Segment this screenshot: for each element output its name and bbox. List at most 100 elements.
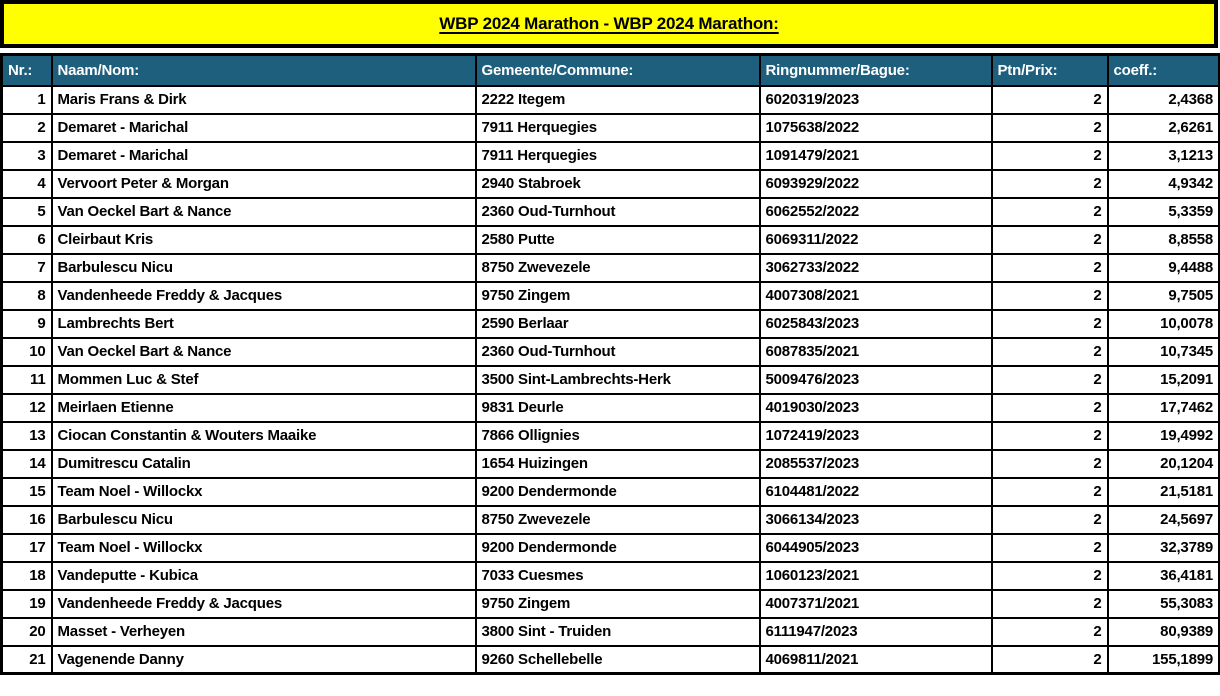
cell-nr: 18 <box>0 560 53 591</box>
column-header-ring: Ringnummer/Bague: <box>758 53 993 87</box>
cell-coeff: 24,5697 <box>1106 504 1220 535</box>
cell-ring: 6025843/2023 <box>758 308 993 339</box>
cell-commune: 3800 Sint - Truiden <box>474 616 761 647</box>
cell-points: 2 <box>990 532 1109 563</box>
table-row: 7 Barbulescu Nicu 8750 Zwevezele 3062733/20… <box>0 252 1220 283</box>
cell-coeff: 19,4992 <box>1106 420 1220 451</box>
cell-name: Van Oeckel Bart & Nance <box>50 196 477 227</box>
cell-commune: 2360 Oud-Turnhout <box>474 196 761 227</box>
cell-name: Mommen Luc & Stef <box>50 364 477 395</box>
cell-name: Demaret - Marichal <box>50 140 477 171</box>
results-table: Nr.: Naam/Nom: Gemeente/Commune: Ringnum… <box>0 53 1220 675</box>
cell-name: Team Noel - Willockx <box>50 532 477 563</box>
cell-coeff: 155,1899 <box>1106 644 1220 675</box>
cell-points: 2 <box>990 168 1109 199</box>
cell-commune: 7911 Herquegies <box>474 112 761 143</box>
cell-commune: 7911 Herquegies <box>474 140 761 171</box>
cell-points: 2 <box>990 420 1109 451</box>
page-title: WBP 2024 Marathon - WBP 2024 Marathon: <box>439 14 779 33</box>
cell-ring: 6087835/2021 <box>758 336 993 367</box>
cell-ring: 1091479/2021 <box>758 140 993 171</box>
table-row: 21 Vagenende Danny 9260 Schellebelle 406981… <box>0 644 1220 675</box>
cell-name: Meirlaen Etienne <box>50 392 477 423</box>
cell-coeff: 36,4181 <box>1106 560 1220 591</box>
cell-coeff: 10,7345 <box>1106 336 1220 367</box>
cell-commune: 2590 Berlaar <box>474 308 761 339</box>
cell-coeff: 32,3789 <box>1106 532 1220 563</box>
cell-ring: 4019030/2023 <box>758 392 993 423</box>
cell-name: Team Noel - Willockx <box>50 476 477 507</box>
table-row: 1 Maris Frans & Dirk 2222 Itegem 6020319/20… <box>0 84 1220 115</box>
table-row: 4 Vervoort Peter & Morgan 2940 Stabroek 609… <box>0 168 1220 199</box>
column-header-coeff: coeff.: <box>1106 53 1220 87</box>
cell-nr: 20 <box>0 616 53 647</box>
table-row: 16 Barbulescu Nicu 8750 Zwevezele 3066134/2… <box>0 504 1220 535</box>
cell-coeff: 8,8558 <box>1106 224 1220 255</box>
header-row: Nr.: Naam/Nom: Gemeente/Commune: Ringnum… <box>0 53 1220 87</box>
table-row: 19 Vandenheede Freddy & Jacques 9750 Zinge… <box>0 588 1220 619</box>
cell-coeff: 5,3359 <box>1106 196 1220 227</box>
cell-ring: 6062552/2022 <box>758 196 993 227</box>
cell-nr: 6 <box>0 224 53 255</box>
results-table-body: 1 Maris Frans & Dirk 2222 Itegem 6020319/20… <box>0 84 1220 675</box>
cell-ring: 1060123/2021 <box>758 560 993 591</box>
cell-nr: 3 <box>0 140 53 171</box>
cell-name: Vagenende Danny <box>50 644 477 675</box>
cell-points: 2 <box>990 336 1109 367</box>
cell-name: Lambrechts Bert <box>50 308 477 339</box>
cell-ring: 6104481/2022 <box>758 476 993 507</box>
cell-coeff: 20,1204 <box>1106 448 1220 479</box>
cell-nr: 10 <box>0 336 53 367</box>
cell-commune: 9200 Dendermonde <box>474 532 761 563</box>
table-row: 20 Masset - Verheyen 3800 Sint - Truiden 61… <box>0 616 1220 647</box>
cell-commune: 9831 Deurle <box>474 392 761 423</box>
cell-commune: 2580 Putte <box>474 224 761 255</box>
cell-coeff: 9,4488 <box>1106 252 1220 283</box>
table-row: 12 Meirlaen Etienne 9831 Deurle 4019030/202… <box>0 392 1220 423</box>
cell-nr: 15 <box>0 476 53 507</box>
cell-commune: 9200 Dendermonde <box>474 476 761 507</box>
cell-name: Demaret - Marichal <box>50 112 477 143</box>
cell-points: 2 <box>990 448 1109 479</box>
cell-points: 2 <box>990 476 1109 507</box>
cell-coeff: 3,1213 <box>1106 140 1220 171</box>
cell-ring: 6093929/2022 <box>758 168 993 199</box>
cell-commune: 7033 Cuesmes <box>474 560 761 591</box>
cell-commune: 8750 Zwevezele <box>474 504 761 535</box>
column-header-points: Ptn/Prix: <box>990 53 1109 87</box>
cell-commune: 2360 Oud-Turnhout <box>474 336 761 367</box>
cell-points: 2 <box>990 644 1109 675</box>
cell-nr: 8 <box>0 280 53 311</box>
cell-nr: 2 <box>0 112 53 143</box>
column-header-name: Naam/Nom: <box>50 53 477 87</box>
cell-ring: 6044905/2023 <box>758 532 993 563</box>
cell-commune: 3500 Sint-Lambrechts-Herk <box>474 364 761 395</box>
cell-name: Dumitrescu Catalin <box>50 448 477 479</box>
cell-points: 2 <box>990 224 1109 255</box>
cell-coeff: 15,2091 <box>1106 364 1220 395</box>
cell-name: Barbulescu Nicu <box>50 252 477 283</box>
cell-points: 2 <box>990 308 1109 339</box>
cell-name: Vandenheede Freddy & Jacques <box>50 588 477 619</box>
cell-coeff: 9,7505 <box>1106 280 1220 311</box>
cell-commune: 2940 Stabroek <box>474 168 761 199</box>
cell-nr: 7 <box>0 252 53 283</box>
cell-coeff: 2,4368 <box>1106 84 1220 115</box>
cell-name: Barbulescu Nicu <box>50 504 477 535</box>
cell-nr: 4 <box>0 168 53 199</box>
cell-name: Van Oeckel Bart & Nance <box>50 336 477 367</box>
column-header-commune: Gemeente/Commune: <box>474 53 761 87</box>
cell-points: 2 <box>990 560 1109 591</box>
cell-ring: 2085537/2023 <box>758 448 993 479</box>
cell-ring: 6069311/2022 <box>758 224 993 255</box>
cell-nr: 14 <box>0 448 53 479</box>
cell-nr: 1 <box>0 84 53 115</box>
table-header: Nr.: Naam/Nom: Gemeente/Commune: Ringnum… <box>0 53 1220 87</box>
cell-commune: 8750 Zwevezele <box>474 252 761 283</box>
table-row: 5 Van Oeckel Bart & Nance 2360 Oud-Turnhou… <box>0 196 1220 227</box>
cell-commune: 9750 Zingem <box>474 280 761 311</box>
table-row: 10 Van Oeckel Bart & Nance 2360 Oud-Turnho… <box>0 336 1220 367</box>
cell-points: 2 <box>990 84 1109 115</box>
cell-nr: 5 <box>0 196 53 227</box>
cell-coeff: 55,3083 <box>1106 588 1220 619</box>
